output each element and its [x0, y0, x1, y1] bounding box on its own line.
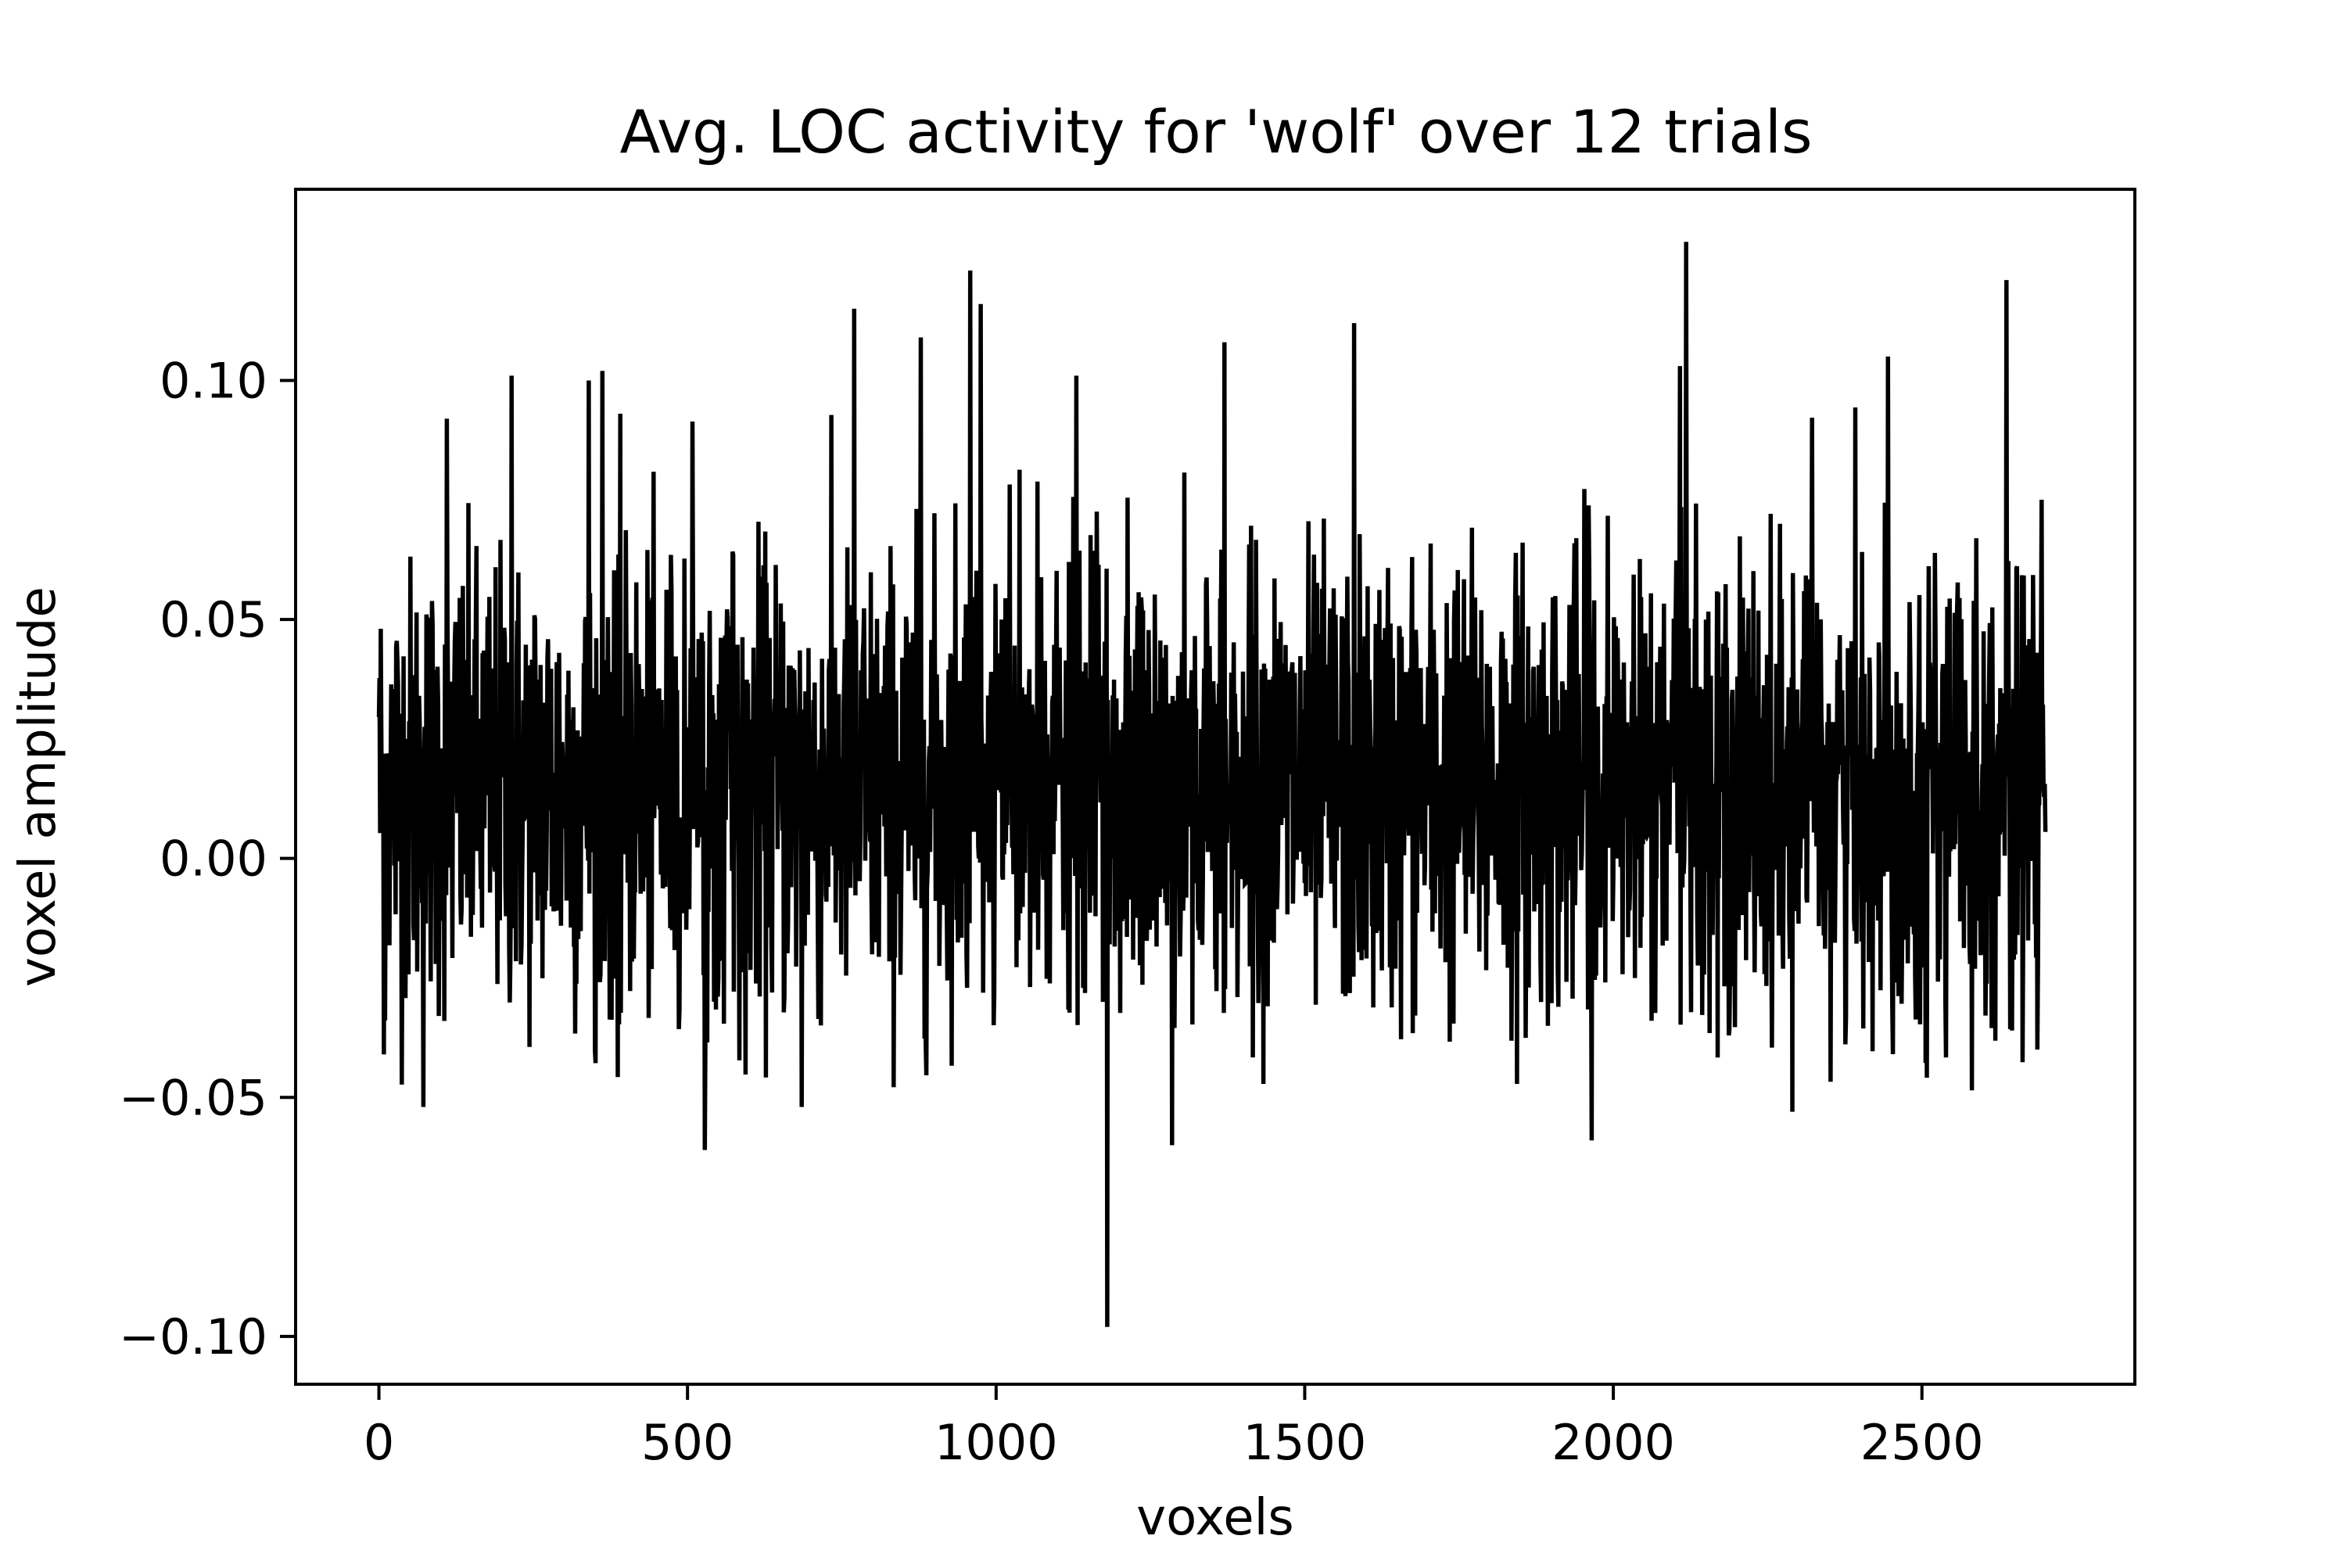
y-tick-label: −0.05 — [119, 1069, 267, 1126]
x-tick-label: 500 — [641, 1414, 734, 1471]
plot-area — [376, 242, 2048, 1327]
y-axis: −0.10 −0.05 0.00 0.05 0.10 — [119, 352, 296, 1365]
x-tick-label: 0 — [364, 1414, 394, 1471]
chart-title: Avg. LOC activity for 'wolf' over 12 tri… — [619, 97, 1812, 167]
x-tick-label: 1500 — [1243, 1414, 1367, 1471]
plot-frame — [294, 188, 2136, 1386]
y-tick-label: −0.10 — [119, 1308, 267, 1365]
x-tick-label: 1000 — [934, 1414, 1058, 1471]
x-axis: 0 500 1000 1500 2000 2500 — [364, 1384, 1984, 1471]
x-tick-label: 2000 — [1551, 1414, 1675, 1471]
y-tick-label: 0.05 — [160, 591, 267, 648]
series-line — [376, 242, 2048, 1327]
y-axis-label: voxel amplitude — [9, 587, 67, 987]
x-tick-label: 2500 — [1860, 1414, 1984, 1471]
x-axis-label: voxels — [1136, 1489, 1293, 1547]
y-tick-label: 0.10 — [160, 352, 267, 409]
y-tick-label: 0.00 — [160, 831, 267, 888]
